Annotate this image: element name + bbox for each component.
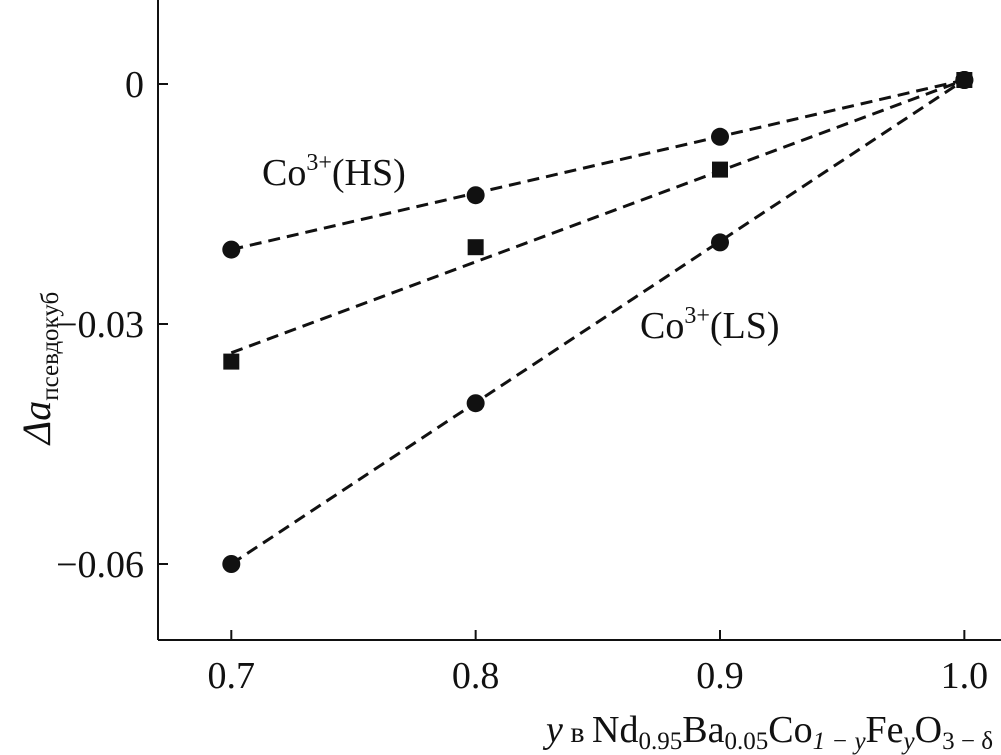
series-label-hs: Co3+(HS): [262, 150, 406, 194]
x-tick-label: 0.7: [208, 655, 256, 697]
fit-line-series-2: [230, 78, 966, 566]
circle-marker: [955, 71, 974, 89]
tick-labels: 0 −0.03 −0.06 0.7 0.8 0.9 1.0: [56, 64, 988, 697]
circle-marker: [222, 555, 241, 573]
square-marker: [467, 239, 484, 256]
x-axis-label: y в Nd0.95Ba0.05Co1 − yFeyO3 − δ: [542, 709, 993, 755]
circle-marker: [711, 233, 729, 252]
square-marker: [712, 161, 728, 178]
series-label-ls: Co3+(LS): [640, 303, 780, 347]
x-tick-label: 0.9: [696, 655, 744, 697]
data-markers: [222, 71, 974, 573]
fit-line-series-1: [230, 78, 965, 355]
fit-lines: [230, 78, 966, 566]
circle-marker: [466, 186, 485, 205]
square-marker: [223, 353, 240, 370]
axes: [157, 0, 1001, 641]
fit-line-series-0: [230, 78, 965, 252]
x-tick-label: 1.0: [941, 655, 989, 697]
circle-marker: [711, 127, 729, 146]
circle-marker: [466, 394, 485, 413]
y-tick-label: 0: [125, 64, 144, 106]
circle-marker: [222, 240, 241, 259]
y-tick-label: −0.06: [56, 544, 144, 586]
y-tick-label: −0.03: [56, 304, 144, 346]
y-axis-label: Δaпсевдокуб: [14, 292, 64, 446]
x-tick-label: 0.8: [452, 655, 500, 697]
